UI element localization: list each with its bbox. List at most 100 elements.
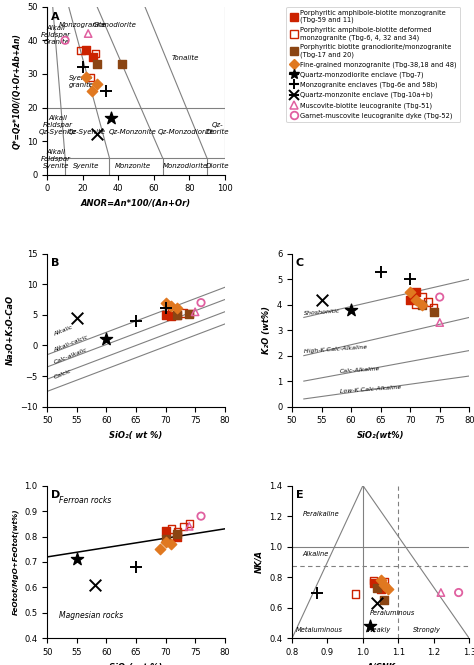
Point (84, 28, 92, 39)
Point (197, 511, 205, 521)
Point (168, 301, 175, 311)
Text: Tonalite: Tonalite (172, 55, 200, 61)
Point (418, 299, 426, 310)
Text: C: C (296, 258, 304, 269)
Point (412, 287, 420, 297)
Point (132, 316, 140, 327)
Point (82, 72, 90, 82)
Text: B: B (51, 258, 59, 269)
Text: Qz-Monzonite: Qz-Monzonite (109, 129, 156, 136)
Point (162, 536, 169, 547)
Point (162, 526, 169, 537)
Text: Monzodiorite: Monzodiorite (163, 163, 208, 169)
Point (384, 584, 392, 595)
Text: D: D (51, 490, 60, 500)
X-axis label: SiO₂( wt %): SiO₂( wt %) (109, 431, 163, 440)
Point (377, 584, 384, 595)
Point (437, 587, 445, 598)
Text: Weakly: Weakly (366, 627, 391, 633)
Point (377, 575, 384, 586)
Text: Syenite: Syenite (73, 163, 100, 169)
Point (93, 78, 101, 89)
Point (412, 295, 420, 305)
Point (102, 85, 109, 96)
Point (424, 297, 432, 307)
Point (162, 534, 169, 545)
Text: Ferroan rocks: Ferroan rocks (59, 496, 111, 505)
Point (374, 583, 381, 593)
Text: Strongly: Strongly (412, 627, 440, 633)
Point (436, 292, 444, 303)
Point (173, 310, 181, 321)
Point (406, 295, 414, 305)
Point (430, 307, 438, 318)
Point (173, 526, 181, 537)
Point (191, 307, 199, 317)
Point (185, 521, 193, 531)
Text: Syeno-
granite: Syeno- granite (69, 75, 94, 88)
Point (168, 307, 175, 317)
Point (156, 544, 164, 555)
Point (347, 305, 355, 315)
X-axis label: ANOR=An*100/(An+Or): ANOR=An*100/(An+Or) (81, 199, 191, 208)
Text: Qz-Monzodiorite: Qz-Monzodiorite (157, 129, 214, 136)
Text: Peralkaline: Peralkaline (302, 511, 339, 517)
Text: Metaluminous: Metaluminous (296, 627, 343, 633)
Text: Calc-alkalic: Calc-alkalic (53, 347, 88, 365)
Point (91, 580, 99, 591)
Text: Alkali
Feldspar
Syenite: Alkali Feldspar Syenite (41, 149, 71, 169)
Point (162, 302, 169, 313)
Text: Qz-Syenite: Qz-Syenite (67, 129, 105, 136)
Point (318, 295, 325, 305)
Point (173, 302, 181, 313)
X-axis label: A/CNK: A/CNK (366, 663, 395, 665)
Legend: Porphyritic amphibole-biotite monzogranite
(Tbg-59 and 11), Porphyritic amphibol: Porphyritic amphibole-biotite monzograni… (286, 7, 460, 122)
Point (185, 309, 193, 319)
Y-axis label: Na₂O+K₂O-CaO: Na₂O+K₂O-CaO (6, 295, 15, 365)
Point (73, 554, 81, 565)
Point (162, 310, 169, 321)
Text: Monzonite: Monzonite (114, 163, 151, 169)
Point (162, 297, 169, 308)
Point (168, 539, 175, 549)
Text: Peraluminous: Peraluminous (370, 610, 415, 616)
Point (79, 62, 87, 72)
Point (406, 274, 414, 285)
Text: Calc-Alkaline: Calc-Alkaline (339, 366, 380, 374)
Point (381, 577, 388, 587)
Point (93, 59, 101, 69)
Point (173, 310, 181, 321)
Text: High-K Calc-Alkaline: High-K Calc-Alkaline (304, 344, 367, 354)
Point (180, 521, 187, 531)
Y-axis label: NK/A: NK/A (255, 551, 264, 573)
Text: Calcic: Calcic (53, 368, 73, 380)
Y-axis label: Q*=Qz*100/(Q+Or+Ab+An): Q*=Qz*100/(Q+Or+Ab+An) (12, 33, 21, 149)
Point (436, 317, 444, 328)
X-axis label: SiO₂( wt %): SiO₂( wt %) (109, 663, 163, 665)
Point (86, 72, 94, 82)
Text: Monzogranite: Monzogranite (59, 22, 107, 28)
Point (108, 112, 115, 123)
Point (61, 35, 69, 46)
Point (73, 313, 81, 323)
Point (185, 309, 193, 319)
Text: Alkali
Feldspar
Granite: Alkali Feldspar Granite (41, 25, 71, 45)
Text: Shoshonitic: Shoshonitic (304, 309, 340, 316)
Text: Alkali-calcic: Alkali-calcic (53, 334, 89, 352)
Point (168, 311, 175, 321)
Text: Alkali
Feldspar
Qz-Syenite: Alkali Feldspar Qz-Syenite (39, 115, 77, 136)
Text: A: A (51, 12, 60, 22)
Point (352, 589, 360, 599)
Text: Low-K Calc-Alkaline: Low-K Calc-Alkaline (339, 384, 401, 394)
Point (90, 52, 97, 63)
Point (418, 292, 426, 303)
Text: Diorite: Diorite (206, 163, 229, 169)
Point (418, 299, 426, 310)
Point (197, 297, 205, 308)
Point (180, 308, 187, 319)
Text: Qz-
Diorite: Qz- Diorite (206, 122, 229, 136)
Point (370, 575, 377, 586)
Point (88, 85, 95, 96)
Point (173, 531, 181, 542)
Text: Alkalic: Alkalic (53, 325, 74, 337)
